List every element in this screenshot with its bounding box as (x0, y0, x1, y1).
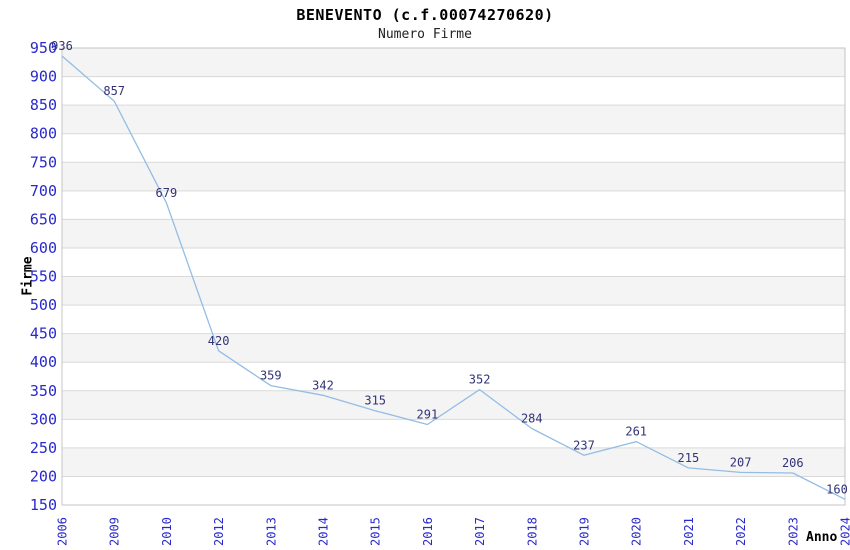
x-tick-label: 2013 (264, 517, 278, 546)
x-tick-label: 2020 (630, 517, 644, 546)
data-label: 679 (156, 186, 178, 200)
data-label: 215 (678, 451, 700, 465)
y-tick-label: 850 (30, 96, 57, 114)
x-tick-label: 2024 (839, 517, 850, 546)
y-tick-label: 500 (30, 296, 57, 314)
data-label: 420 (208, 334, 230, 348)
plot-band (62, 48, 845, 77)
x-tick-label: 2016 (421, 517, 435, 546)
plot-band (62, 333, 845, 363)
x-tick-label: 2021 (682, 517, 696, 546)
data-label: 237 (573, 438, 595, 452)
y-tick-label: 150 (30, 496, 57, 514)
x-tick-label: 2014 (317, 517, 331, 546)
plot-band (62, 447, 845, 477)
x-tick-label: 2017 (473, 517, 487, 546)
data-label: 352 (469, 373, 491, 387)
y-tick-label: 900 (30, 68, 57, 86)
data-label: 342 (312, 378, 334, 392)
x-tick-label: 2006 (56, 517, 70, 546)
y-tick-label: 550 (30, 268, 57, 286)
y-tick-label: 350 (30, 382, 57, 400)
y-tick-label: 450 (30, 325, 57, 343)
x-tick-label: 2010 (160, 517, 174, 546)
chart-subtitle: Numero Firme (378, 27, 472, 42)
y-tick-label: 250 (30, 439, 57, 457)
y-tick-label: 750 (30, 153, 57, 171)
data-label: 359 (260, 369, 282, 383)
data-label: 160 (826, 482, 848, 496)
y-tick-label: 600 (30, 239, 57, 257)
data-label: 315 (364, 394, 386, 408)
y-tick-label: 650 (30, 210, 57, 228)
x-tick-label: 2012 (212, 517, 226, 546)
x-tick-label: 2015 (369, 517, 383, 546)
x-tick-label: 2023 (786, 517, 800, 546)
data-label: 936 (51, 39, 73, 53)
y-axis-title: Firme (20, 256, 36, 296)
data-label: 206 (782, 456, 804, 470)
plot-band (62, 162, 845, 191)
x-tick-label: 2019 (578, 517, 592, 546)
x-tick-label: 2022 (734, 517, 748, 546)
data-label: 284 (521, 411, 543, 425)
plot-border (61, 47, 846, 506)
y-tick-label: 300 (30, 410, 57, 428)
data-label: 857 (103, 84, 125, 98)
y-tick-label: 950 (30, 39, 57, 57)
plot-band (62, 105, 845, 134)
data-label: 291 (417, 407, 439, 421)
plot-band (62, 276, 845, 306)
y-tick-label: 200 (30, 467, 57, 485)
y-tick-label: 800 (30, 125, 57, 143)
x-tick-label: 2009 (108, 517, 122, 546)
firme-line-series (61, 55, 846, 500)
data-label: 261 (625, 425, 647, 439)
x-tick-label: 2018 (525, 517, 539, 546)
x-axis-title: Anno (806, 530, 838, 545)
plot-band (62, 390, 845, 420)
data-label: 207 (730, 455, 752, 469)
plot-band (62, 219, 845, 248)
y-tick-label: 400 (30, 353, 57, 371)
y-tick-label: 700 (30, 182, 57, 200)
chart-title: BENEVENTO (c.f.00074270620) (296, 6, 554, 24)
